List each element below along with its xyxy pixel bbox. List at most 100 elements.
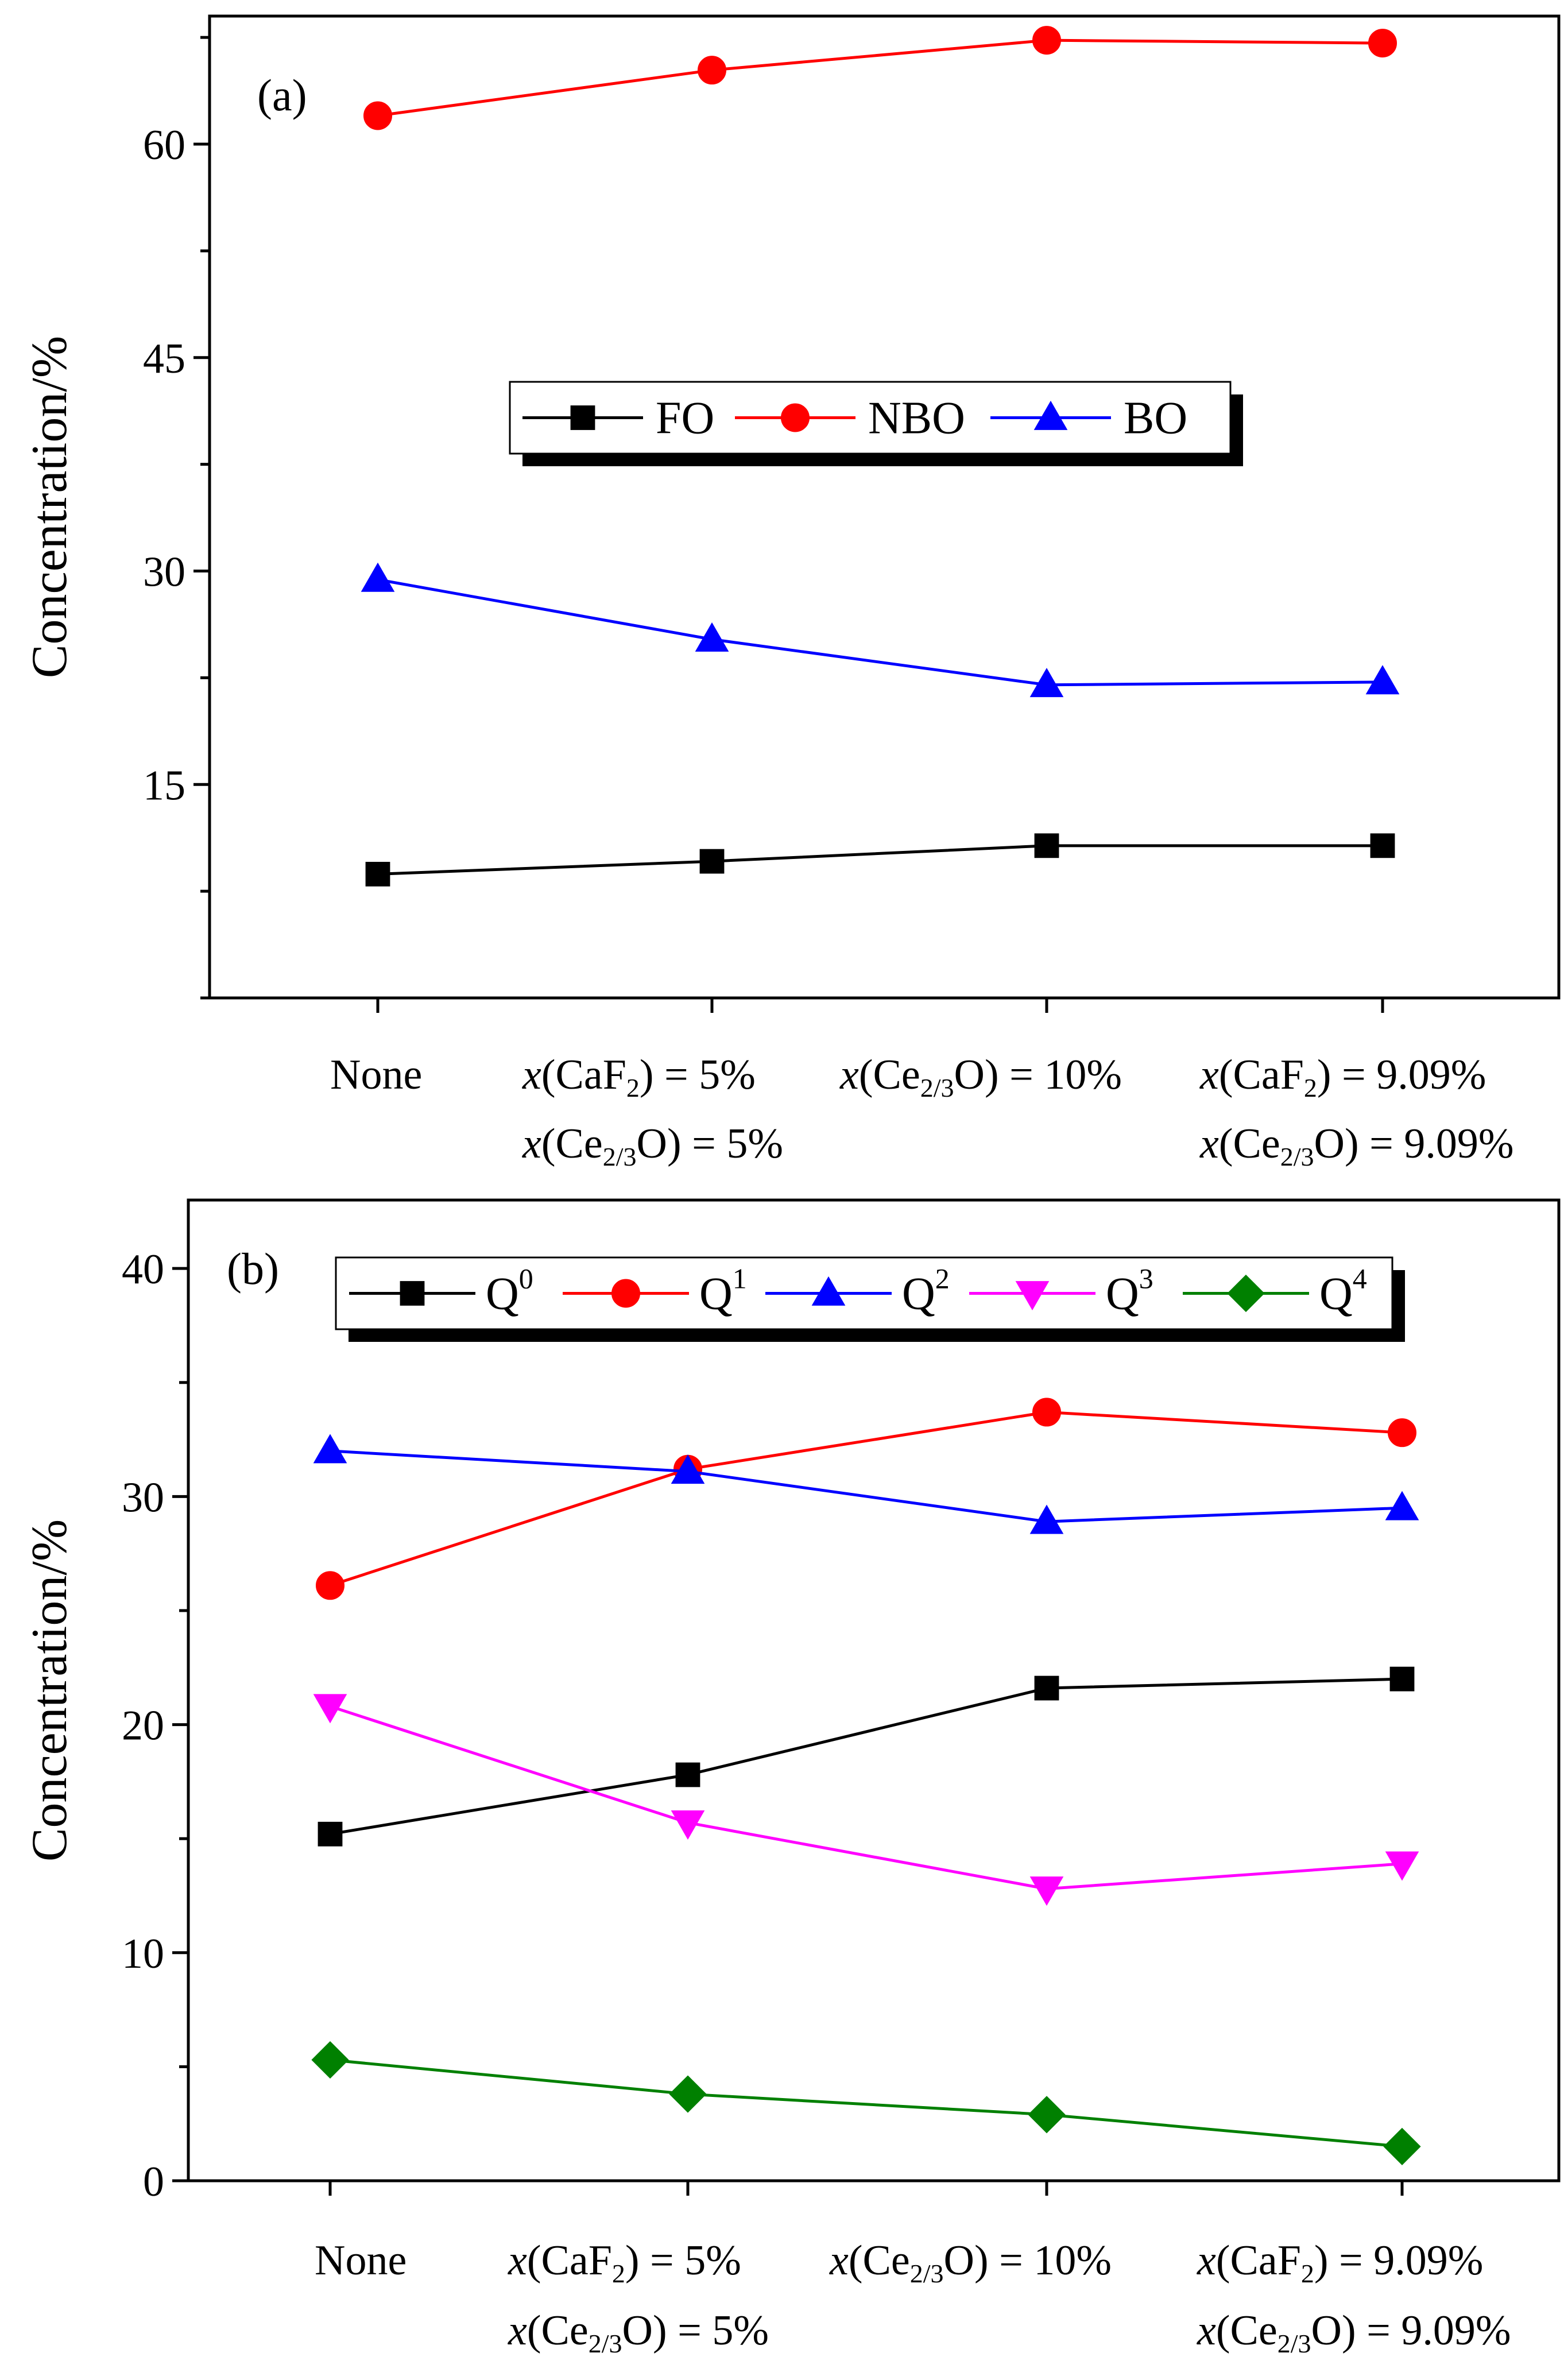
data-point <box>1029 1876 1064 1906</box>
legend-superscript: 1 <box>733 1263 747 1295</box>
category-text: (CaF <box>541 1051 626 1098</box>
legend-marker <box>570 405 595 430</box>
category-variable: x <box>1200 1120 1219 1167</box>
category-subscript: 2/3 <box>602 1142 637 1171</box>
data-point <box>1034 1675 1059 1701</box>
category-variable: x <box>522 1120 541 1167</box>
legend-name: Q <box>699 1269 733 1319</box>
legend-label: BO <box>1124 393 1187 444</box>
category-text: (Ce <box>858 1051 920 1098</box>
legend-name: Q <box>902 1269 935 1319</box>
legend-label: Q2 <box>902 1263 950 1319</box>
category-label-line: x(Ce2/3O) = 5% <box>522 1120 783 1170</box>
x-category-label: None <box>330 1054 422 1096</box>
y-axis: 0 10 20 30 40 <box>122 1246 188 2205</box>
category-text: (CaF <box>1218 1051 1304 1098</box>
legend-name: NBO <box>868 393 965 444</box>
legend-superscript: 3 <box>1139 1263 1153 1295</box>
data-point <box>1028 2096 1066 2134</box>
x-category-label: x(CaF2) = 5% x(Ce2/3O) = 5% <box>508 2237 769 2357</box>
category-label-line: x(Ce2/3O) = 10% <box>830 2237 1112 2287</box>
category-text: ) = 9.09% <box>1314 2237 1484 2284</box>
legend-superscript: 2 <box>935 1263 950 1295</box>
series-line <box>330 1449 1403 1523</box>
data-point <box>1029 1504 1064 1534</box>
category-text: None <box>330 1051 423 1098</box>
legend-marker <box>400 1281 425 1306</box>
y-tick-label: 60 <box>143 122 185 169</box>
legend-label: FO <box>656 393 714 444</box>
category-text: O) = 10% <box>954 1051 1122 1098</box>
category-text: (CaF <box>527 2237 612 2284</box>
category-text: O) = 5% <box>622 2307 769 2354</box>
x-category-label: x(Ce2/3O) = 10% <box>840 1051 1122 1101</box>
y-tick-label: 45 <box>143 335 185 382</box>
legend-marker <box>811 1276 846 1306</box>
x-category-label: None <box>315 2239 407 2282</box>
category-subscript: 2 <box>611 2259 625 2288</box>
category-text: None <box>315 2237 407 2284</box>
series-bo <box>361 562 1400 698</box>
category-text: O) = 9.09% <box>1314 1120 1514 1167</box>
data-point <box>675 1762 700 1787</box>
series-line <box>377 844 1383 876</box>
category-variable: x <box>1197 2237 1216 2284</box>
category-text: O) = 9.09% <box>1311 2307 1511 2354</box>
plot-frame <box>187 1198 1561 2182</box>
series-line <box>377 578 1383 687</box>
category-subscript: 2/3 <box>588 2329 622 2358</box>
x-axis <box>328 2181 1404 2196</box>
category-subscript: 2 <box>1303 1073 1317 1102</box>
series-q3 <box>313 1694 1419 1906</box>
data-point <box>311 2041 349 2079</box>
category-variable: x <box>1200 1051 1219 1098</box>
legend-marker <box>1033 400 1068 430</box>
data-point <box>1368 29 1397 58</box>
data-point <box>699 849 725 874</box>
series-line <box>330 1410 1403 1587</box>
category-label-line: x(CaF2) = 5% <box>508 2237 769 2287</box>
panel-label: (b) <box>227 1244 279 1294</box>
y-tick-label: 30 <box>122 1474 164 1521</box>
legend-name: Q <box>1106 1269 1139 1319</box>
y-tick-label: 15 <box>143 762 185 809</box>
x-category-label: x(CaF2) = 9.09% x(Ce2/3O) = 9.09% <box>1200 1051 1514 1170</box>
legend-label: Q3 <box>1106 1263 1153 1319</box>
data-point <box>318 1821 343 1847</box>
data-point <box>1385 1851 1419 1881</box>
series-q0 <box>318 1666 1415 1847</box>
legend: Q0 Q1 Q2 Q3 Q4 <box>335 1256 1405 1342</box>
y-axis-label: Concentration/% <box>22 1519 78 1862</box>
y-tick-label: 0 <box>143 2158 164 2205</box>
data-point <box>1370 833 1395 858</box>
data-point <box>671 1454 705 1484</box>
category-label-line: x(CaF2) = 9.09% <box>1197 2237 1511 2287</box>
category-text: (Ce <box>1215 2307 1277 2354</box>
data-point <box>1032 26 1061 55</box>
series-q2 <box>313 1434 1419 1534</box>
series-nbo <box>363 26 1397 130</box>
category-variable: x <box>508 2307 527 2354</box>
y-tick-label: 30 <box>143 549 185 596</box>
legend-superscript: 0 <box>519 1263 533 1295</box>
category-variable: x <box>830 2237 849 2284</box>
chart-panel-1: 15 30 45 60 Concentration/% (a) FO NBO BO <box>22 14 1561 1013</box>
x-category-label: x(Ce2/3O) = 10% <box>830 2237 1112 2287</box>
data-point <box>1032 1398 1061 1427</box>
legend-marker <box>781 403 810 432</box>
data-point <box>363 101 392 130</box>
data-point <box>316 1571 344 1600</box>
category-text: O) = 5% <box>636 1120 783 1167</box>
category-variable: x <box>508 2237 527 2284</box>
x-category-label: x(CaF2) = 5% x(Ce2/3O) = 5% <box>522 1051 783 1170</box>
category-label-line: x(Ce2/3O) = 9.09% <box>1200 1120 1514 1170</box>
plot-frame <box>208 14 1561 1000</box>
y-tick-label: 40 <box>122 1246 164 1293</box>
data-point <box>1385 1491 1419 1520</box>
category-text: ) = 5% <box>625 2237 741 2284</box>
category-subscript: 2 <box>626 1073 640 1102</box>
category-subscript: 2 <box>1300 2259 1314 2288</box>
legend-label: Q1 <box>699 1263 747 1319</box>
legend: FO NBO BO <box>509 381 1243 466</box>
